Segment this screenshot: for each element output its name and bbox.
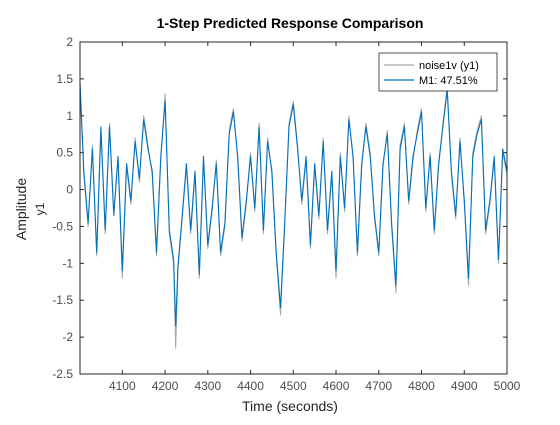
x-tick-label: 4700 xyxy=(365,379,392,393)
y-tick-label: 0.5 xyxy=(56,146,73,160)
axes-box xyxy=(79,41,508,375)
y-tick-label: 1 xyxy=(66,109,73,123)
x-axis-label: Time (seconds) xyxy=(242,398,338,414)
y-tick-label: -2.5 xyxy=(52,367,73,381)
legend: noise1v (y1) M1: 47.51% xyxy=(378,52,498,92)
tick-layer: 4100 4200 4300 4400 4500 4600 4700 4800 4900 5000… xyxy=(52,35,520,393)
legend-label-measured: noise1v (y1) xyxy=(419,60,479,72)
y-tick-label: 1.5 xyxy=(56,72,73,86)
x-tick-label: 4400 xyxy=(237,379,264,393)
y-tick-label: -2 xyxy=(62,330,73,344)
series-line-predicted xyxy=(79,82,508,327)
x-tick-label: 4100 xyxy=(109,379,136,393)
y-tick-label: -1.5 xyxy=(52,293,73,307)
x-tick-label: 5000 xyxy=(494,379,521,393)
y-tick-label: -1 xyxy=(62,256,73,270)
x-tick-label: 4300 xyxy=(194,379,221,393)
plot-area xyxy=(79,82,508,349)
x-tick-label: 4600 xyxy=(323,379,350,393)
channel-label: y1 xyxy=(33,202,47,215)
chart-title: 1-Step Predicted Response Comparison xyxy=(157,15,424,31)
y-tick-label: 2 xyxy=(66,35,73,49)
y-axis-label: Amplitude xyxy=(13,178,29,240)
x-tick-label: 4900 xyxy=(451,379,478,393)
legend-box xyxy=(378,52,498,92)
x-tick-label: 4500 xyxy=(280,379,307,393)
y-tick-label: -0.5 xyxy=(52,219,73,233)
x-tick-label: 4800 xyxy=(408,379,435,393)
y-tick-label: 0 xyxy=(66,183,73,197)
legend-label-predicted: M1: 47.51% xyxy=(419,75,478,87)
x-tick-label: 4200 xyxy=(152,379,179,393)
